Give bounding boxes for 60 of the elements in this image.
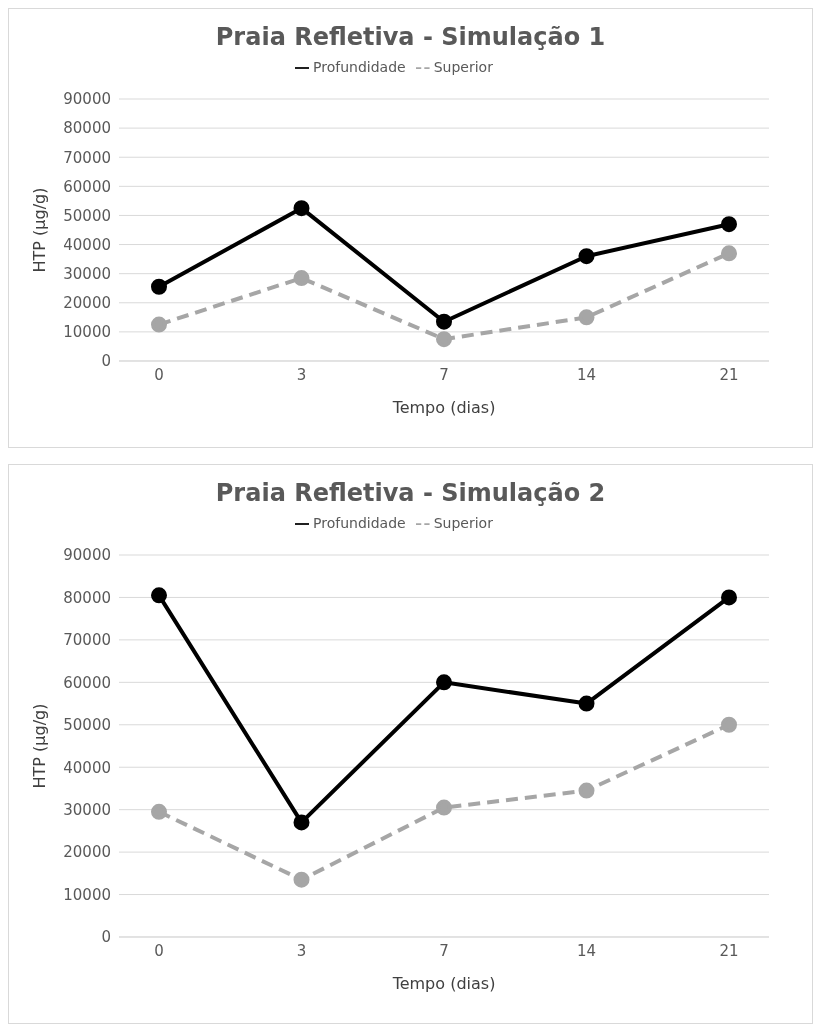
point	[721, 589, 737, 606]
y-tick-label: 20000	[63, 294, 111, 313]
point	[293, 871, 310, 888]
point	[436, 331, 452, 348]
x-axis-title: Tempo (dias)	[391, 398, 496, 417]
point	[151, 278, 167, 295]
y-axis-title: HTP (µg/g)	[29, 187, 49, 273]
point	[436, 313, 452, 330]
y-tick-label: 10000	[63, 323, 111, 342]
y-tick-label: 80000	[63, 588, 111, 607]
point	[578, 695, 595, 712]
y-tick-label: 20000	[63, 843, 111, 862]
chart-title: Praia Refletiva - Simulação 2	[214, 478, 607, 507]
point	[293, 814, 310, 831]
y-tick-label: 40000	[63, 758, 111, 777]
x-tick-label: 21	[719, 941, 739, 960]
legend-label: Superior	[433, 59, 493, 75]
point	[721, 216, 737, 233]
y-tick-label: 70000	[63, 148, 111, 167]
y-tick-label: 30000	[63, 264, 111, 283]
point	[151, 316, 167, 333]
point	[151, 803, 167, 820]
point	[721, 245, 737, 262]
point	[578, 248, 595, 265]
legend-label: Profundidade	[313, 59, 406, 75]
point	[293, 270, 310, 287]
legend-label: Superior	[433, 515, 493, 531]
x-axis-title: Tempo (dias)	[391, 974, 496, 993]
y-tick-label: 90000	[63, 546, 111, 565]
y-tick-label: 30000	[63, 800, 111, 819]
y-tick-label: 80000	[63, 119, 111, 138]
point	[578, 309, 595, 326]
point	[436, 799, 452, 816]
chart-title: Praia Refletiva - Simulação 1	[214, 22, 607, 51]
y-tick-label: 60000	[63, 673, 111, 692]
y-tick-label: 50000	[63, 716, 111, 735]
point	[721, 716, 737, 733]
x-tick-label: 14	[576, 365, 597, 384]
point	[151, 587, 167, 604]
y-axis-title: HTP (µg/g)	[29, 703, 49, 789]
y-tick-label: 90000	[63, 90, 111, 109]
point	[578, 782, 595, 799]
y-tick-label: 40000	[63, 235, 111, 254]
x-tick-label: 7	[439, 941, 449, 960]
point	[436, 674, 452, 691]
x-tick-label: 3	[296, 365, 307, 384]
y-tick-label: 70000	[63, 631, 111, 650]
x-tick-label: 0	[154, 941, 164, 960]
x-tick-label: 0	[154, 365, 164, 384]
y-tick-label: 60000	[63, 177, 111, 196]
point	[293, 200, 310, 217]
y-tick-label: 50000	[63, 206, 111, 225]
legend-label: Profundidade	[313, 515, 406, 531]
x-tick-label: 21	[719, 365, 739, 384]
x-tick-label: 3	[296, 941, 307, 960]
x-tick-label: 14	[576, 941, 597, 960]
y-tick-label: 10000	[63, 885, 111, 904]
x-tick-label: 7	[439, 365, 449, 384]
y-tick-label: 0	[101, 928, 111, 947]
y-tick-label: 0	[101, 352, 111, 371]
